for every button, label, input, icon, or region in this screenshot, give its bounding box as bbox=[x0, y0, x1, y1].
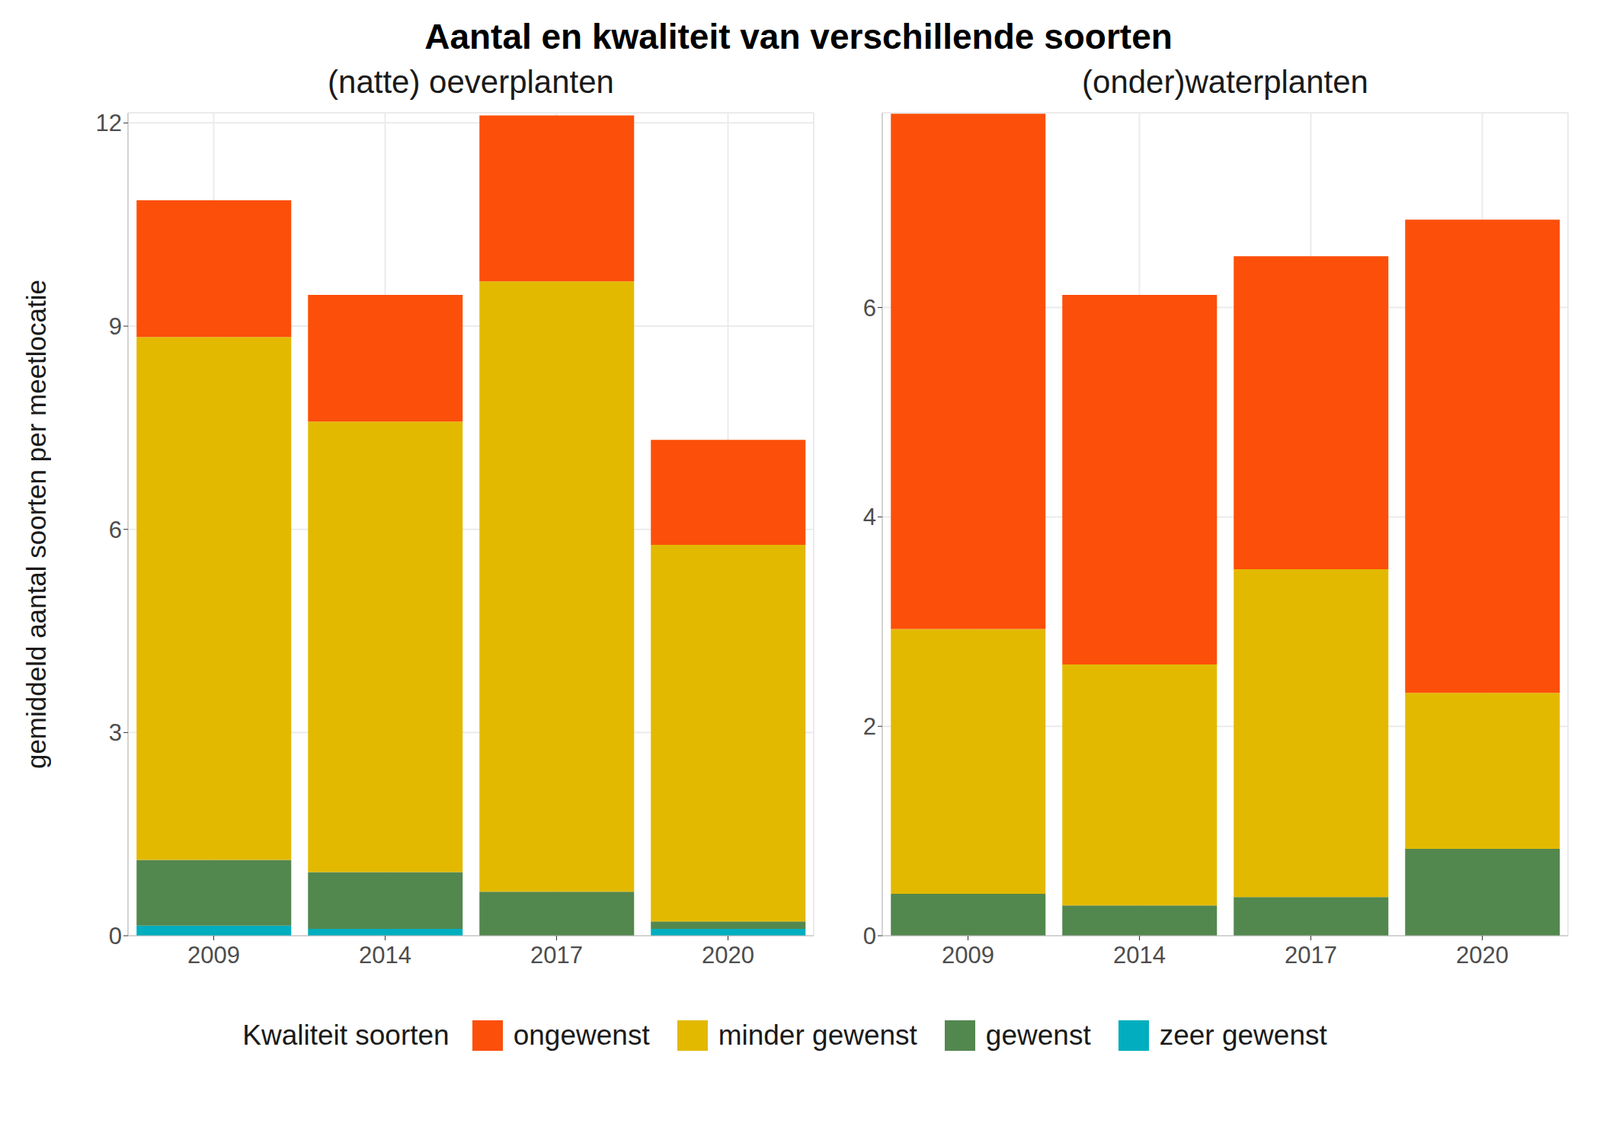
svg-text:2014: 2014 bbox=[1113, 941, 1166, 969]
svg-text:6: 6 bbox=[863, 294, 877, 322]
html-text:(natte) oeverplanten: (natte) oeverplanten bbox=[327, 64, 615, 100]
svg-text:2017: 2017 bbox=[1284, 941, 1338, 969]
html-text:Kwaliteit soorten: Kwaliteit soorten bbox=[242, 1019, 450, 1051]
svg-text:2014: 2014 bbox=[358, 941, 412, 969]
svg-text:2020: 2020 bbox=[1456, 941, 1509, 969]
svg-text:2017: 2017 bbox=[530, 941, 583, 969]
svg-text:2009: 2009 bbox=[187, 941, 240, 969]
html-text:ongewenst: ongewenst bbox=[513, 1019, 650, 1051]
html-text:zeer gewenst: zeer gewenst bbox=[1159, 1019, 1328, 1051]
svg-text:2: 2 bbox=[863, 713, 877, 740]
svg-text:2009: 2009 bbox=[941, 941, 995, 969]
html-text:Aantal en kwaliteit van versch: Aantal en kwaliteit van verschillende so… bbox=[424, 16, 1173, 57]
html-text:(onder)waterplanten: (onder)waterplanten bbox=[1081, 64, 1369, 100]
svg-text:2020: 2020 bbox=[701, 941, 755, 969]
svg-text:12: 12 bbox=[96, 109, 122, 137]
html-text:minder gewenst: minder gewenst bbox=[718, 1019, 918, 1051]
svg-text:3: 3 bbox=[108, 719, 122, 746]
svg-text:0: 0 bbox=[863, 922, 877, 950]
html-text:gemiddeld aantal soorten per m: gemiddeld aantal soorten per meetlocatie bbox=[21, 279, 52, 769]
svg-text:9: 9 bbox=[108, 313, 122, 340]
svg-text:6: 6 bbox=[108, 516, 122, 544]
svg-text:4: 4 bbox=[863, 503, 877, 531]
html-text:gewenst: gewenst bbox=[985, 1019, 1091, 1051]
svg-text:0: 0 bbox=[108, 922, 122, 950]
